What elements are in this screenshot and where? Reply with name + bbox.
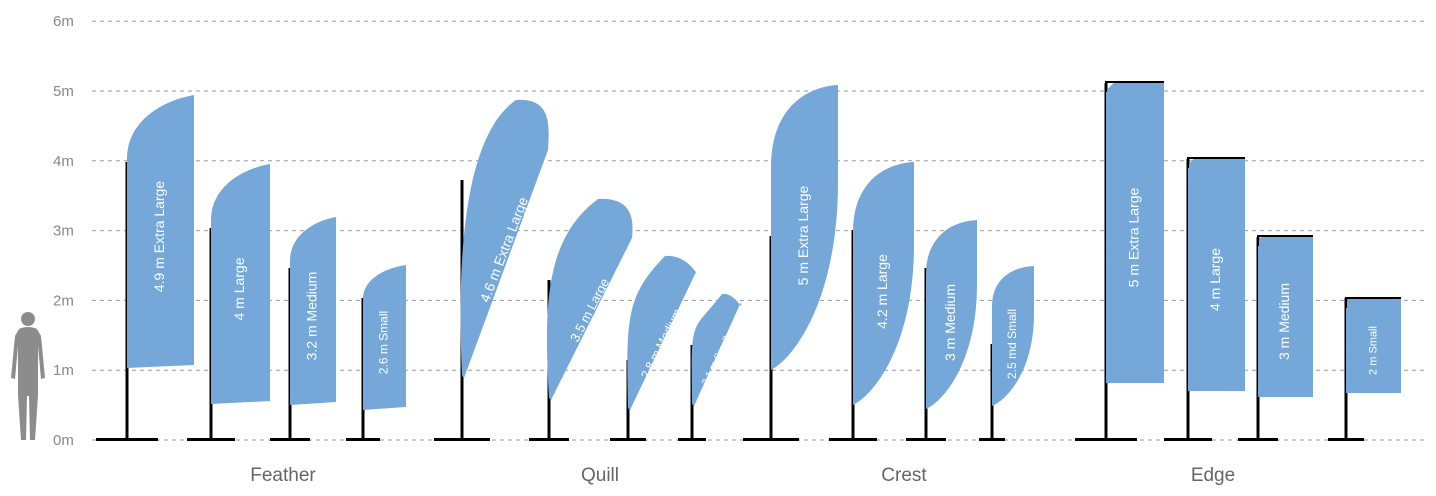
- flag-base: [270, 438, 310, 441]
- flag-base: [529, 438, 569, 441]
- group-label: Crest: [881, 465, 927, 486]
- axis-tick-label: 6m: [53, 13, 74, 30]
- flag-fabric: [691, 293, 742, 406]
- flag-base: [979, 438, 1005, 441]
- flag-base: [187, 438, 235, 441]
- flag-top-rail: [1345, 297, 1401, 308]
- flag-base: [610, 438, 646, 441]
- flag-fabric: [926, 220, 977, 409]
- flag-crest-small: 2.5 md Small: [979, 266, 1034, 441]
- group-label: Feather: [250, 465, 316, 486]
- flag-crest-large: 4.2 m Large: [829, 162, 914, 441]
- flag-label: 4.9 m Extra Large: [151, 181, 167, 292]
- group-label: Quill: [581, 465, 619, 486]
- flag-label: 4.2 m Large: [874, 254, 890, 329]
- flag-label: 3.2 m Medium: [304, 272, 320, 361]
- flag-base: [1164, 438, 1212, 441]
- flag-quill-large: 3.5 m Large: [529, 198, 633, 441]
- flag-quill-small: 2.1 m Small: [678, 293, 742, 441]
- flag-base: [743, 438, 799, 441]
- flag-top-rail: [1257, 235, 1313, 246]
- flag-label: 2 m Small: [1367, 326, 1379, 375]
- group-label: Edge: [1191, 465, 1235, 486]
- flag-feather-medium: 3.2 m Medium: [270, 217, 336, 441]
- flag-edge-medium: 3 m Medium: [1238, 235, 1313, 441]
- flag-base: [1075, 438, 1137, 441]
- flag-feather-small: 2.6 m Small: [346, 265, 406, 441]
- flag-base: [829, 438, 877, 441]
- flag-base: [96, 438, 158, 441]
- flag-label: 2.6 m Small: [377, 311, 391, 374]
- flag-top-rail: [1187, 157, 1245, 168]
- flag-fabric: [546, 198, 633, 400]
- flag-base: [678, 438, 706, 441]
- flag-fabric: [1346, 298, 1401, 393]
- flag-group-feather: 4.9 m Extra Large 4 m Large 3.2 m Medium 2.…: [96, 95, 406, 486]
- flag-base: [346, 438, 380, 441]
- flag-fabric: [460, 99, 549, 379]
- flag-fabric: [1258, 236, 1313, 397]
- axis-tick-label: 0m: [53, 432, 74, 449]
- flag-edge-large: 4 m Large: [1164, 157, 1245, 441]
- flag-label: 5 m Extra Large: [795, 185, 811, 285]
- flag-edge-small: 2 m Small: [1328, 297, 1401, 441]
- flag-fabric: [1188, 158, 1245, 391]
- axis-tick-label: 3m: [53, 223, 74, 240]
- flag-fabric: [127, 95, 194, 368]
- flag-label: 4 m Large: [1207, 248, 1223, 311]
- flag-label: 3 m Medium: [1276, 283, 1292, 360]
- flag-feather-large: 4 m Large: [187, 164, 270, 441]
- flag-fabric: [853, 162, 914, 405]
- flag-group-edge: 5 m Extra Large 4 m Large 3 m Medium 2 m Sm…: [1075, 81, 1401, 486]
- flag-quill-extra-large: 4.6 m Extra Large: [434, 99, 549, 441]
- flag-base: [1238, 438, 1278, 441]
- flag-label: 2.5 md Small: [1005, 309, 1019, 379]
- flag-fabric: [211, 164, 270, 404]
- flag-fabric: [290, 217, 336, 405]
- flag-label: 5 m Extra Large: [1126, 187, 1142, 287]
- axis-tick-label: 5m: [53, 83, 74, 100]
- flag-fabric: [363, 265, 406, 410]
- axis-tick-label: 2m: [53, 292, 74, 309]
- flag-base: [434, 438, 490, 441]
- flag-crest-extra-large: 5 m Extra Large: [743, 85, 838, 441]
- gridlines: 0m 1m 2m 3m 4m 5m 6m: [53, 13, 1425, 449]
- flag-label: 4 m Large: [231, 257, 247, 320]
- flag-edge-extra-large: 5 m Extra Large: [1075, 81, 1164, 441]
- axis-tick-label: 1m: [53, 362, 74, 379]
- flag-fabric: [992, 266, 1034, 406]
- person-silhouette-icon: [11, 312, 45, 440]
- person-body: [11, 327, 45, 440]
- flag-label: 3 m Medium: [942, 284, 958, 361]
- person-head: [21, 312, 35, 326]
- flag-base: [1328, 438, 1364, 441]
- axis-tick-label: 4m: [53, 153, 74, 170]
- flag-group-crest: 5 m Extra Large 4.2 m Large 3 m Medium 2.5 …: [743, 85, 1034, 486]
- flag-crest-medium: 3 m Medium: [906, 220, 977, 441]
- flag-fabric: [627, 255, 697, 410]
- flag-feather-extra-large: 4.9 m Extra Large: [96, 95, 194, 441]
- flag-fabric: [1106, 82, 1164, 383]
- flag-quill-medium: 2.8 m Medium: [610, 255, 697, 441]
- flag-fabric: [771, 85, 838, 370]
- flag-base: [906, 438, 946, 441]
- flag-top-rail: [1105, 81, 1164, 92]
